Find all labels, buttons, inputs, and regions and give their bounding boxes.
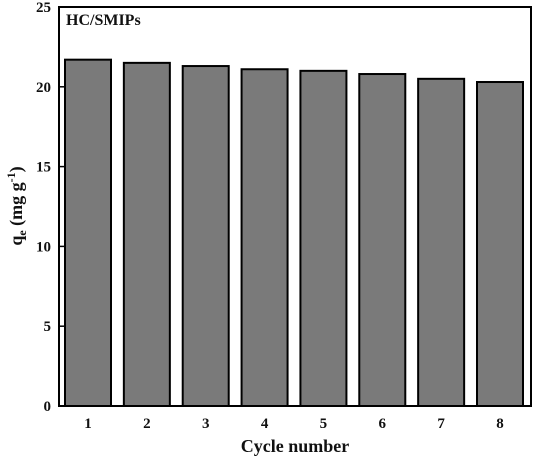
x-axis-ticks: 1 2 3 4 5 6 7 8 — [84, 416, 504, 432]
x-tick-label: 2 — [143, 416, 151, 432]
x-tick-label: 6 — [379, 416, 387, 432]
bar-cycle-4 — [240, 68, 289, 408]
bar-cycle-1 — [64, 58, 112, 407]
bar-cycle-8 — [476, 81, 524, 408]
panel-label: HC/SMIPs — [66, 12, 141, 29]
x-axis-title: Cycle number — [241, 436, 349, 456]
bar-cycle-5 — [299, 69, 348, 407]
bar-cycle-2 — [122, 61, 171, 408]
y-tick-label: 15 — [36, 160, 51, 176]
y-axis-title-unit: (mg g — [6, 182, 27, 230]
y-axis-title: qe (mg g-1) — [4, 166, 29, 245]
y-axis-title-sub: e — [15, 230, 29, 236]
x-tick-label: 5 — [320, 416, 328, 432]
plot-frame — [58, 6, 532, 407]
x-tick-label: 3 — [202, 416, 210, 432]
x-tick-label: 1 — [84, 416, 92, 432]
x-tick-label: 7 — [437, 416, 445, 432]
bar-cycle-6 — [358, 73, 407, 407]
bars-group — [64, 58, 524, 408]
y-tick-label: 20 — [36, 80, 51, 96]
bar-cycle-7 — [417, 77, 466, 407]
y-axis-ticks: 0 5 10 15 20 25 — [36, 0, 64, 415]
y-axis-title-close: ) — [6, 166, 27, 172]
y-tick-label: 25 — [36, 0, 51, 16]
y-axis-title-sup: -1 — [4, 172, 18, 182]
y-tick-label: 0 — [44, 399, 52, 415]
x-tick-label: 8 — [496, 416, 504, 432]
x-tick-label: 4 — [261, 416, 269, 432]
y-tick-label: 10 — [36, 239, 51, 255]
bar-cycle-3 — [181, 65, 230, 407]
y-axis-title-main: q — [6, 236, 26, 246]
y-tick-label: 5 — [44, 319, 52, 335]
